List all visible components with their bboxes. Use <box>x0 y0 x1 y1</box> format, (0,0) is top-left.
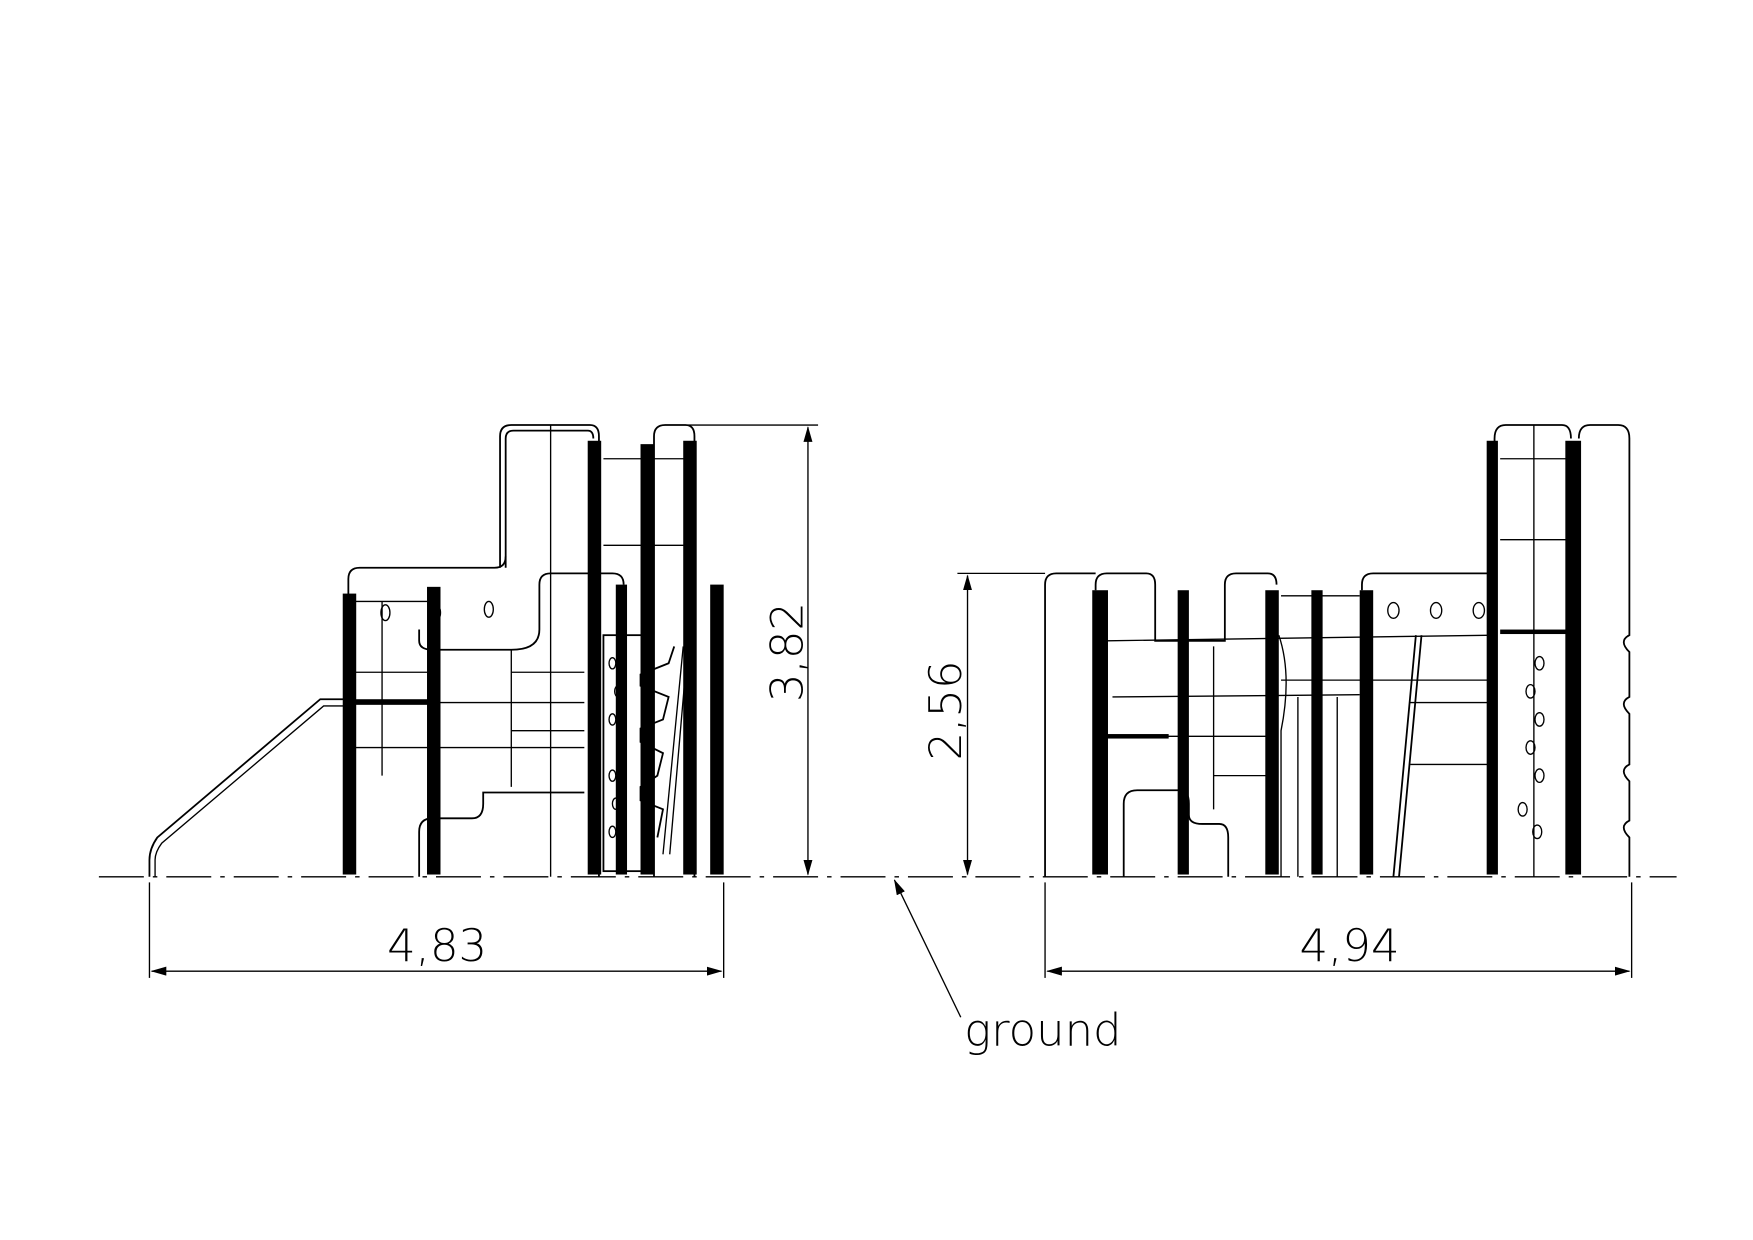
ground-label: ground <box>964 1003 1121 1056</box>
right-elevation-view: 2,56 4,94 <box>919 424 1633 978</box>
ground-leader-arrow <box>893 879 962 1018</box>
left-width-dimension: 4,83 <box>387 919 487 972</box>
left-elevation-view: 3,82 4,83 <box>148 424 819 978</box>
right-width-dimension: 4,94 <box>1300 919 1400 972</box>
right-height-dimension: 2,56 <box>919 660 972 760</box>
post <box>342 593 357 875</box>
left-height-dimension: 3,82 <box>760 602 813 702</box>
